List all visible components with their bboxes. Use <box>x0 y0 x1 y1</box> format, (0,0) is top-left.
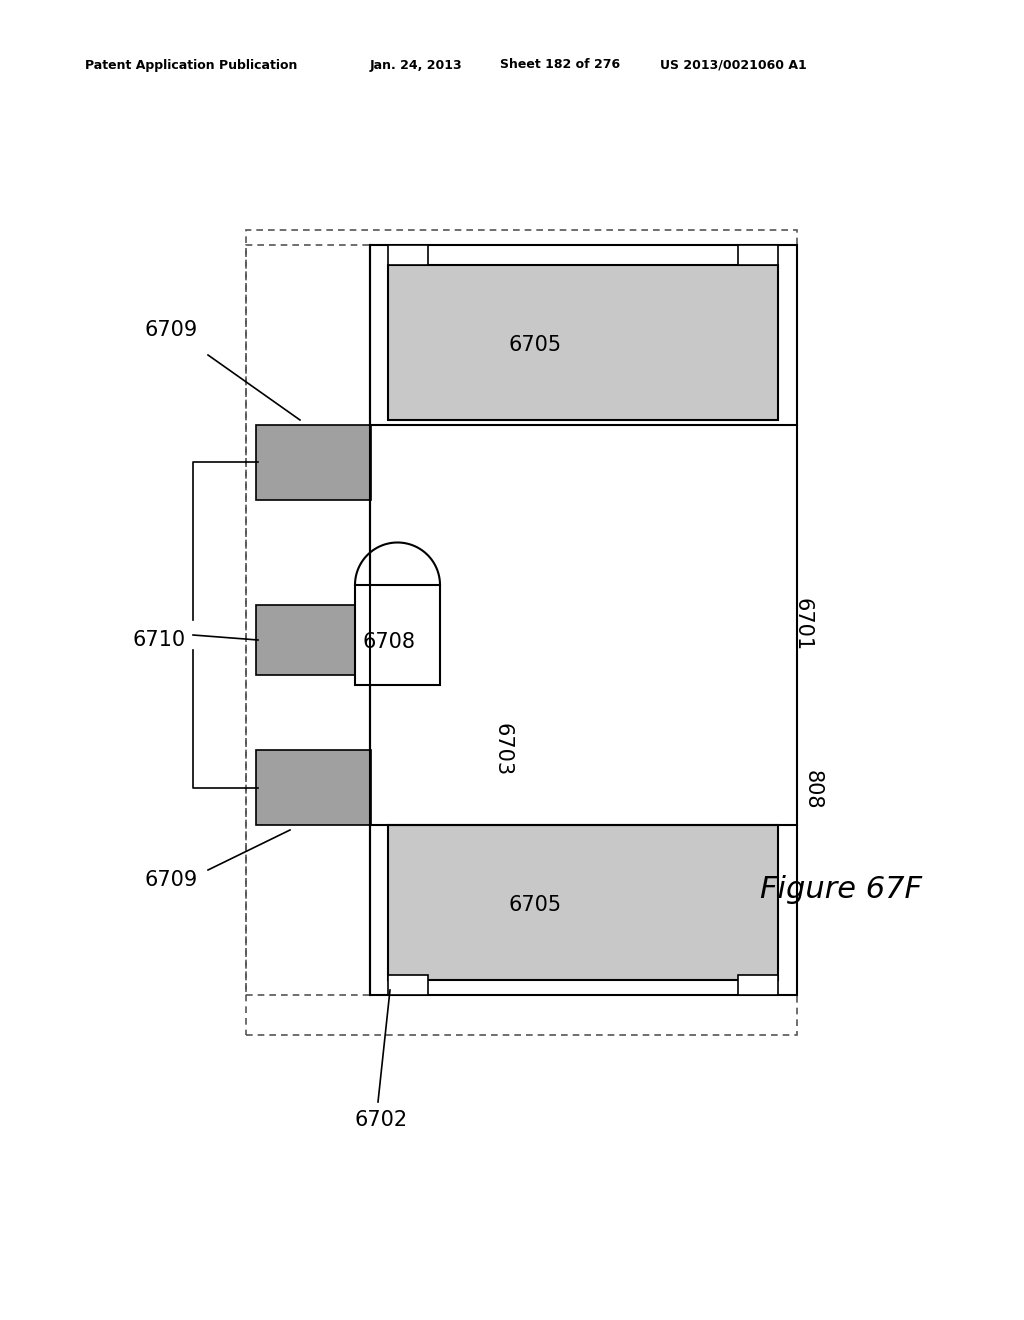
Text: 6708: 6708 <box>362 632 415 652</box>
Text: 6701: 6701 <box>793 598 813 652</box>
FancyBboxPatch shape <box>388 975 428 995</box>
FancyBboxPatch shape <box>355 585 440 685</box>
Text: 6710: 6710 <box>133 630 186 649</box>
Text: Sheet 182 of 276: Sheet 182 of 276 <box>500 58 621 71</box>
FancyBboxPatch shape <box>738 975 778 995</box>
Text: Patent Application Publication: Patent Application Publication <box>85 58 297 71</box>
Text: 6705: 6705 <box>509 895 561 915</box>
Text: 6705: 6705 <box>509 335 561 355</box>
FancyBboxPatch shape <box>370 246 797 995</box>
FancyBboxPatch shape <box>388 825 778 979</box>
Text: 6702: 6702 <box>355 1110 409 1130</box>
FancyBboxPatch shape <box>256 750 371 825</box>
Text: Figure 67F: Figure 67F <box>760 875 922 904</box>
Text: 6709: 6709 <box>145 870 199 890</box>
Text: 6703: 6703 <box>492 723 512 776</box>
FancyBboxPatch shape <box>738 246 778 265</box>
Text: 6709: 6709 <box>145 319 199 341</box>
FancyBboxPatch shape <box>388 265 778 420</box>
FancyBboxPatch shape <box>256 605 371 675</box>
FancyBboxPatch shape <box>256 425 371 500</box>
Text: 808: 808 <box>803 771 823 809</box>
Text: Jan. 24, 2013: Jan. 24, 2013 <box>370 58 463 71</box>
FancyBboxPatch shape <box>388 246 428 265</box>
Text: US 2013/0021060 A1: US 2013/0021060 A1 <box>660 58 807 71</box>
